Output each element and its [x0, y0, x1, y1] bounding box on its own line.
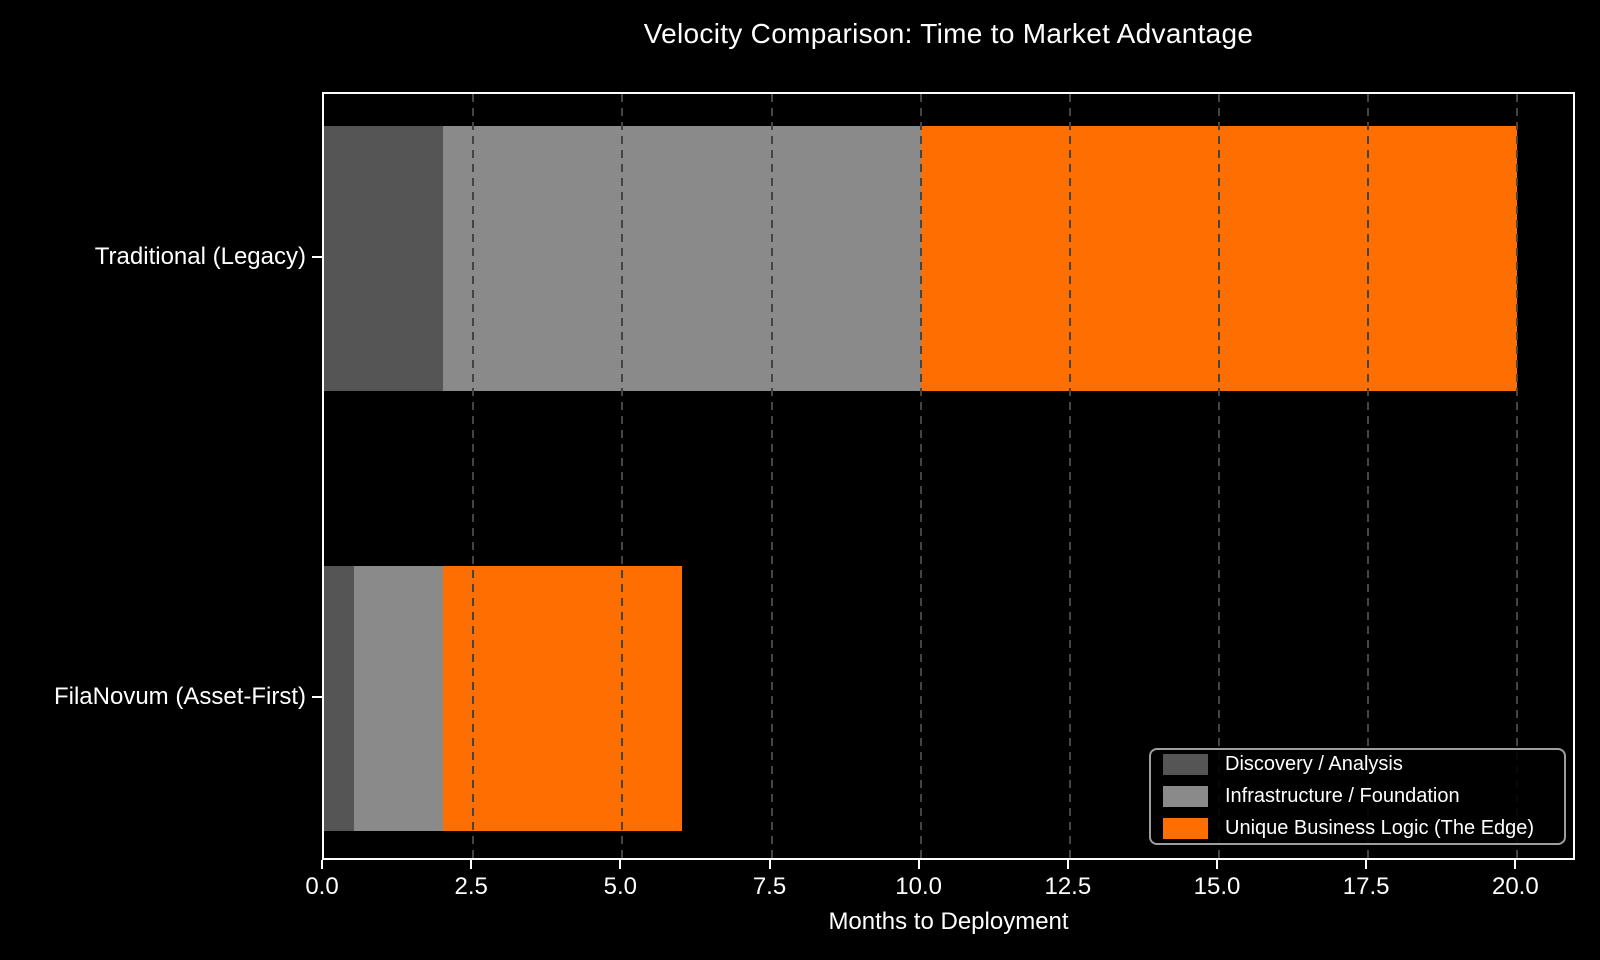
legend-item: Infrastructure / Foundation: [1163, 785, 1552, 808]
x-tick-mark: [917, 860, 920, 869]
x-tick-label: 0.0: [305, 873, 339, 900]
legend-item: Discovery / Analysis: [1163, 753, 1552, 776]
bar-segment: [324, 126, 444, 391]
legend: Discovery / Analysis Infrastructure / Fou…: [1149, 748, 1566, 845]
legend-item-label: Discovery / Analysis: [1225, 753, 1403, 775]
bar-segment: [443, 126, 921, 391]
legend-swatch: [1163, 786, 1208, 807]
vertical-gridline: [770, 94, 773, 858]
bar-row-1: [324, 126, 1573, 391]
vertical-gridline: [919, 94, 922, 858]
x-tick-label: 7.5: [752, 873, 787, 900]
x-tick-label: 5.0: [603, 873, 638, 900]
bar-segment: [443, 566, 682, 831]
bars-layer: [324, 94, 1573, 858]
x-tick-label: 15.0: [1193, 873, 1241, 900]
x-tick-label: 2.5: [454, 873, 488, 900]
legend-item: Unique Business Logic (The Edge): [1163, 817, 1552, 840]
vertical-gridline: [1218, 94, 1220, 858]
legend-swatch: [1163, 818, 1208, 839]
grid-layer: [324, 94, 1573, 858]
y-tick-label: FilaNovum (Asset-First): [53, 682, 306, 710]
x-tick-mark: [1514, 860, 1517, 869]
legend-swatch: [1163, 754, 1208, 775]
y-tick-mark: [312, 695, 322, 698]
x-axis-label: Months to Deployment: [828, 908, 1069, 935]
bar-segment: [353, 566, 444, 831]
vertical-gridline: [1367, 94, 1370, 858]
x-tick-mark: [619, 860, 622, 869]
legend-item-label: Unique Business Logic (The Edge): [1225, 817, 1535, 839]
legend-item-label: Infrastructure / Foundation: [1225, 785, 1460, 807]
bar-row-2: [324, 566, 1573, 831]
vertical-gridline: [621, 94, 624, 858]
x-tick-mark: [470, 860, 473, 869]
y-tick-label: Traditional (Legacy): [94, 242, 306, 270]
x-tick-mark: [768, 860, 771, 869]
x-tick-mark: [1216, 860, 1218, 869]
vertical-gridline: [472, 94, 475, 858]
bar-segment: [324, 566, 354, 831]
vertical-gridline: [1516, 94, 1519, 858]
y-tick-mark: [312, 255, 322, 258]
chart-title: Velocity Comparison: Time to Market Adva…: [643, 18, 1254, 49]
vertical-gridline: [1068, 94, 1071, 858]
x-tick-mark: [1066, 860, 1069, 869]
x-tick-label: 20.0: [1491, 873, 1539, 900]
x-tick-mark: [1365, 860, 1368, 869]
x-tick-mark: [321, 860, 323, 869]
x-tick-label: 12.5: [1044, 873, 1092, 900]
x-tick-label: 17.5: [1342, 873, 1390, 900]
plot-area: [322, 92, 1575, 860]
x-tick-label: 10.0: [895, 873, 943, 900]
